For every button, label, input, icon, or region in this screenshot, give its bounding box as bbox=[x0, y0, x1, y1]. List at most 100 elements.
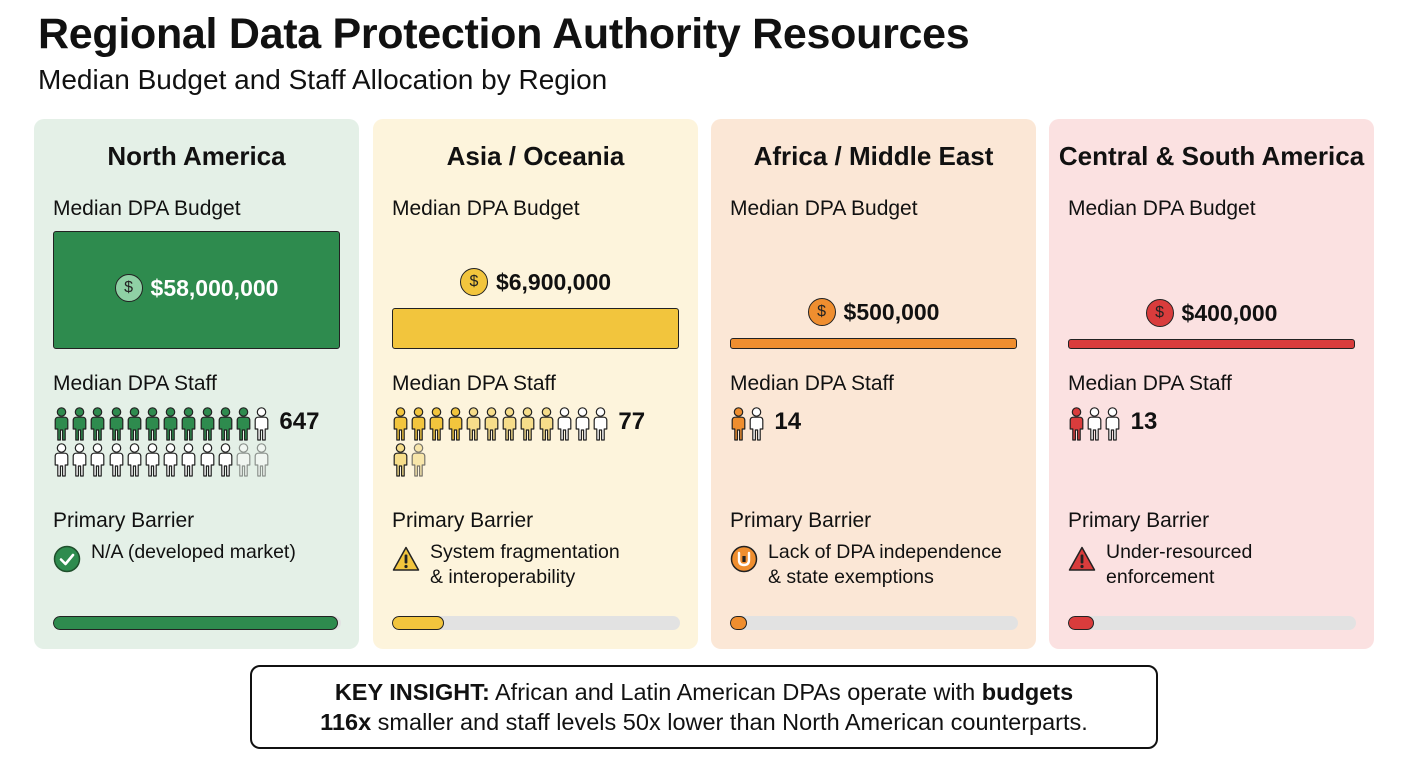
progress-fill bbox=[53, 616, 339, 630]
page-title: Regional Data Protection Authority Resou… bbox=[38, 10, 970, 58]
barrier-label: Primary Barrier bbox=[392, 509, 534, 532]
check-circle-icon bbox=[53, 545, 81, 573]
person-icon bbox=[556, 407, 573, 441]
person-icon bbox=[144, 407, 161, 441]
staff-value: 647 bbox=[279, 408, 320, 435]
region-card: Asia / Oceania Median DPA Budget $ $6,900,0… bbox=[373, 119, 698, 649]
key-insight-box: KEY INSIGHT: African and Latin American … bbox=[250, 665, 1158, 749]
region-card: Central & South America Median DPA Budget… bbox=[1049, 119, 1374, 649]
person-icon bbox=[253, 407, 270, 441]
budget-bar bbox=[730, 338, 1017, 349]
region-name: North America bbox=[107, 141, 286, 171]
dollar-coin-icon: $ bbox=[807, 298, 836, 326]
region-name: Asia / Oceania bbox=[446, 141, 625, 171]
key-insight-line-2: 116x smaller and staff levels 50x lower … bbox=[320, 707, 1088, 737]
budget-label: Median DPA Budget bbox=[53, 197, 241, 220]
person-icon bbox=[108, 443, 125, 477]
person-icon bbox=[410, 443, 427, 477]
barrier-text-line-2: enforcement bbox=[1106, 566, 1215, 588]
person-icon bbox=[410, 407, 427, 441]
budget-value: $ $500,000 bbox=[711, 298, 1036, 326]
person-icon bbox=[447, 407, 464, 441]
budget-bar bbox=[392, 308, 679, 349]
person-icon bbox=[126, 443, 143, 477]
key-insight-text-2: smaller and staff levels 50x lower than … bbox=[371, 709, 1088, 735]
person-icon bbox=[253, 443, 270, 477]
barrier-text-line-1: Under-resourced bbox=[1106, 541, 1253, 563]
barrier-label: Primary Barrier bbox=[53, 509, 195, 532]
person-icon bbox=[483, 407, 500, 441]
person-icon bbox=[89, 443, 106, 477]
warning-triangle-icon bbox=[392, 545, 420, 573]
barrier-text: Lack of DPA independence & state exemptio… bbox=[768, 540, 1030, 590]
person-icon bbox=[392, 407, 409, 441]
person-icon bbox=[53, 407, 70, 441]
budget-bar bbox=[53, 231, 340, 349]
budget-value-text: $400,000 bbox=[1181, 299, 1278, 326]
progress-track bbox=[730, 616, 1018, 630]
person-icon bbox=[748, 407, 765, 441]
progress-fill bbox=[392, 616, 444, 630]
budget-value-text: $500,000 bbox=[843, 298, 940, 325]
budget-label: Median DPA Budget bbox=[730, 197, 918, 220]
person-icon bbox=[428, 407, 445, 441]
person-icon bbox=[180, 407, 197, 441]
person-icon bbox=[180, 443, 197, 477]
person-icon bbox=[730, 407, 747, 441]
person-icon bbox=[89, 407, 106, 441]
person-icon bbox=[538, 407, 555, 441]
progress-track bbox=[392, 616, 680, 630]
person-icon bbox=[162, 407, 179, 441]
region-card: Africa / Middle East Median DPA Budget $ $5… bbox=[711, 119, 1036, 649]
person-icon bbox=[162, 443, 179, 477]
barrier-text: System fragmentation & interoperability bbox=[430, 540, 692, 590]
barrier-text-line-1: System fragmentation bbox=[430, 541, 620, 563]
barrier-label: Primary Barrier bbox=[730, 509, 872, 532]
region-card: North America Median DPA Budget $ $58,000,0… bbox=[34, 119, 359, 649]
staff-label: Median DPA Staff bbox=[730, 372, 894, 395]
key-insight-prefix: KEY INSIGHT: bbox=[334, 679, 490, 705]
person-icon bbox=[199, 407, 216, 441]
staff-label: Median DPA Staff bbox=[1068, 372, 1232, 395]
region-name: Central & South America bbox=[1058, 141, 1365, 171]
staff-label: Median DPA Staff bbox=[392, 372, 556, 395]
progress-fill bbox=[1068, 616, 1094, 630]
key-insight-text-1: African and Latin American DPAs operate … bbox=[489, 679, 982, 705]
person-icon bbox=[108, 407, 125, 441]
barrier-text-line-1: Lack of DPA independence bbox=[768, 541, 1002, 563]
staff-value: 13 bbox=[1130, 408, 1158, 435]
person-icon bbox=[217, 443, 234, 477]
dollar-coin-icon: $ bbox=[1145, 299, 1174, 327]
key-insight-bold-1: budgets bbox=[981, 679, 1074, 705]
person-icon bbox=[71, 407, 88, 441]
budget-value-text: $6,900,000 bbox=[495, 268, 612, 295]
budget-value: $ $6,900,000 bbox=[373, 268, 698, 296]
key-insight-line-1: KEY INSIGHT: African and Latin American … bbox=[335, 677, 1073, 707]
person-icon bbox=[126, 407, 143, 441]
person-icon bbox=[217, 407, 234, 441]
progress-fill bbox=[730, 616, 748, 630]
person-icon bbox=[501, 407, 518, 441]
person-icon bbox=[1068, 407, 1085, 441]
budget-bar bbox=[1068, 339, 1355, 349]
budget-value-text: $58,000,000 bbox=[150, 274, 279, 301]
progress-track bbox=[53, 616, 341, 630]
person-icon bbox=[199, 443, 216, 477]
region-name: Africa / Middle East bbox=[753, 141, 994, 171]
person-icon bbox=[71, 443, 88, 477]
person-icon bbox=[235, 407, 252, 441]
budget-value: $ $58,000,000 bbox=[34, 274, 359, 302]
staff-value: 14 bbox=[774, 408, 802, 435]
person-icon bbox=[235, 443, 252, 477]
person-icon bbox=[53, 443, 70, 477]
progress-track bbox=[1068, 616, 1356, 630]
barrier-text: Under-resourced enforcement bbox=[1106, 540, 1368, 590]
page-subtitle: Median Budget and Staff Allocation by Re… bbox=[38, 64, 608, 95]
person-icon bbox=[574, 407, 591, 441]
person-icon bbox=[392, 443, 409, 477]
shield-exemption-icon bbox=[730, 545, 758, 573]
person-icon bbox=[144, 443, 161, 477]
person-icon bbox=[1104, 407, 1121, 441]
person-icon bbox=[1086, 407, 1103, 441]
budget-label: Median DPA Budget bbox=[1068, 197, 1256, 220]
